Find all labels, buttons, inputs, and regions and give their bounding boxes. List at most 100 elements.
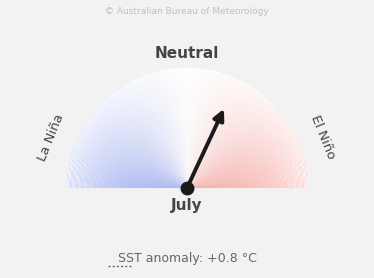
Wedge shape <box>187 163 305 188</box>
Wedge shape <box>82 129 187 188</box>
Wedge shape <box>143 76 187 188</box>
Wedge shape <box>134 135 240 188</box>
Wedge shape <box>71 155 187 188</box>
Wedge shape <box>187 126 291 188</box>
Wedge shape <box>105 106 269 188</box>
Wedge shape <box>187 78 237 188</box>
Wedge shape <box>187 121 287 188</box>
Wedge shape <box>97 98 277 188</box>
Wedge shape <box>132 133 242 188</box>
Wedge shape <box>187 79 238 188</box>
Wedge shape <box>187 74 225 188</box>
Wedge shape <box>126 127 248 188</box>
Wedge shape <box>187 71 217 188</box>
Wedge shape <box>187 99 268 188</box>
Wedge shape <box>171 69 187 188</box>
Wedge shape <box>127 83 187 188</box>
Wedge shape <box>187 145 300 188</box>
Wedge shape <box>122 86 187 188</box>
Wedge shape <box>81 131 187 188</box>
Wedge shape <box>113 113 261 188</box>
Wedge shape <box>73 149 187 188</box>
Wedge shape <box>121 87 187 188</box>
Wedge shape <box>79 135 187 188</box>
Wedge shape <box>80 131 187 188</box>
Wedge shape <box>187 100 270 188</box>
Wedge shape <box>68 173 187 188</box>
Wedge shape <box>149 74 187 188</box>
Wedge shape <box>187 80 242 188</box>
Wedge shape <box>187 164 305 188</box>
Wedge shape <box>67 174 187 188</box>
Wedge shape <box>187 68 199 188</box>
Wedge shape <box>69 165 187 188</box>
Wedge shape <box>67 187 187 188</box>
Wedge shape <box>187 170 306 188</box>
Wedge shape <box>69 164 187 188</box>
Wedge shape <box>187 147 300 188</box>
Wedge shape <box>76 141 187 188</box>
Wedge shape <box>126 84 187 188</box>
Wedge shape <box>187 181 307 188</box>
Wedge shape <box>124 85 187 188</box>
Wedge shape <box>187 148 301 188</box>
Wedge shape <box>187 123 289 188</box>
Wedge shape <box>187 186 307 188</box>
Wedge shape <box>187 73 222 188</box>
Wedge shape <box>187 92 260 188</box>
Wedge shape <box>187 91 258 188</box>
Wedge shape <box>68 168 187 188</box>
Wedge shape <box>93 94 281 188</box>
Wedge shape <box>187 107 276 188</box>
Wedge shape <box>187 74 227 188</box>
Wedge shape <box>187 79 239 188</box>
Wedge shape <box>75 76 299 188</box>
Wedge shape <box>187 77 235 188</box>
Wedge shape <box>101 104 187 188</box>
Wedge shape <box>187 135 295 188</box>
Wedge shape <box>153 73 187 188</box>
Wedge shape <box>67 183 187 188</box>
Wedge shape <box>187 128 292 188</box>
Wedge shape <box>187 108 277 188</box>
Wedge shape <box>82 128 187 188</box>
Wedge shape <box>187 169 306 188</box>
Wedge shape <box>187 91 259 188</box>
Wedge shape <box>74 145 187 188</box>
Wedge shape <box>91 116 187 188</box>
Wedge shape <box>187 130 292 188</box>
Wedge shape <box>77 139 187 188</box>
Wedge shape <box>77 79 296 188</box>
Wedge shape <box>70 161 187 188</box>
Wedge shape <box>104 100 187 188</box>
Wedge shape <box>96 97 278 188</box>
Wedge shape <box>76 142 187 188</box>
Wedge shape <box>187 112 281 188</box>
Wedge shape <box>72 153 187 188</box>
Wedge shape <box>90 91 284 188</box>
Wedge shape <box>87 88 287 188</box>
Wedge shape <box>114 115 260 188</box>
Wedge shape <box>187 140 298 188</box>
Wedge shape <box>187 97 267 188</box>
Wedge shape <box>187 161 304 188</box>
Wedge shape <box>187 68 189 188</box>
Wedge shape <box>153 154 221 188</box>
Wedge shape <box>70 162 187 188</box>
Wedge shape <box>140 77 187 188</box>
Wedge shape <box>181 68 187 188</box>
Wedge shape <box>73 150 187 188</box>
Wedge shape <box>122 87 187 188</box>
Wedge shape <box>68 167 187 188</box>
Wedge shape <box>187 96 265 188</box>
Wedge shape <box>71 157 187 188</box>
Wedge shape <box>187 138 297 188</box>
Wedge shape <box>187 154 303 188</box>
Wedge shape <box>104 101 187 188</box>
Wedge shape <box>72 152 187 188</box>
Wedge shape <box>187 105 274 188</box>
Wedge shape <box>99 100 275 188</box>
Wedge shape <box>67 185 187 188</box>
Wedge shape <box>187 76 231 188</box>
Wedge shape <box>187 73 223 188</box>
